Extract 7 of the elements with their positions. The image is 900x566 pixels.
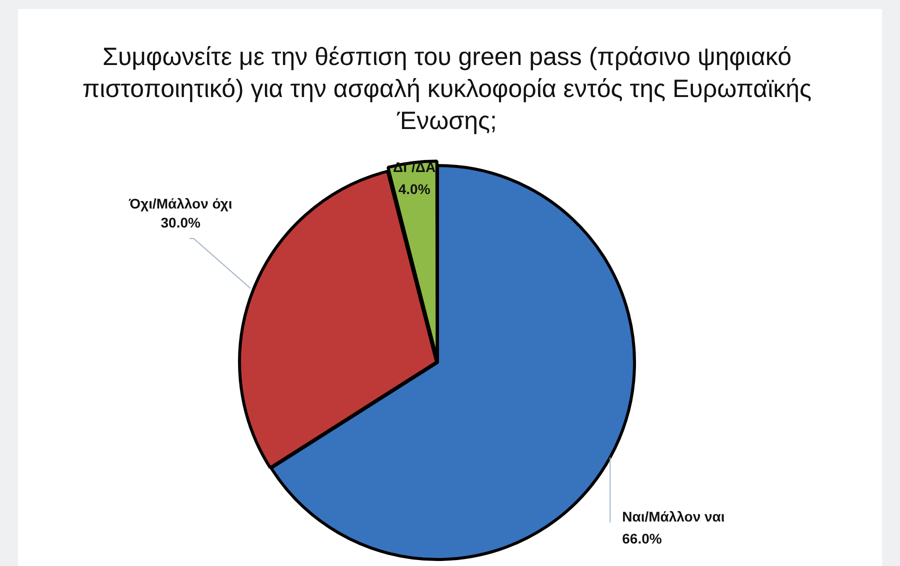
slice-label: ΔΓ/ΔΑ xyxy=(393,158,436,175)
slice-label: Όχι/Μάλλον όχι xyxy=(128,195,232,212)
data-label: 4.0% xyxy=(398,180,431,197)
chart-title: Συμφωνείτε με την θέσπιση του green pass (πράσινο ψηφιακό πιστοποιητικό) για την ασφαλή κυκλοφορία εντός της Ευρωπαϊκής Ένωσης; xyxy=(81,42,813,137)
data-label: 30.0% xyxy=(160,214,202,230)
data-label: 66.0% xyxy=(622,530,662,546)
slice-label: Ναι/Μάλλον ναι xyxy=(622,508,725,524)
